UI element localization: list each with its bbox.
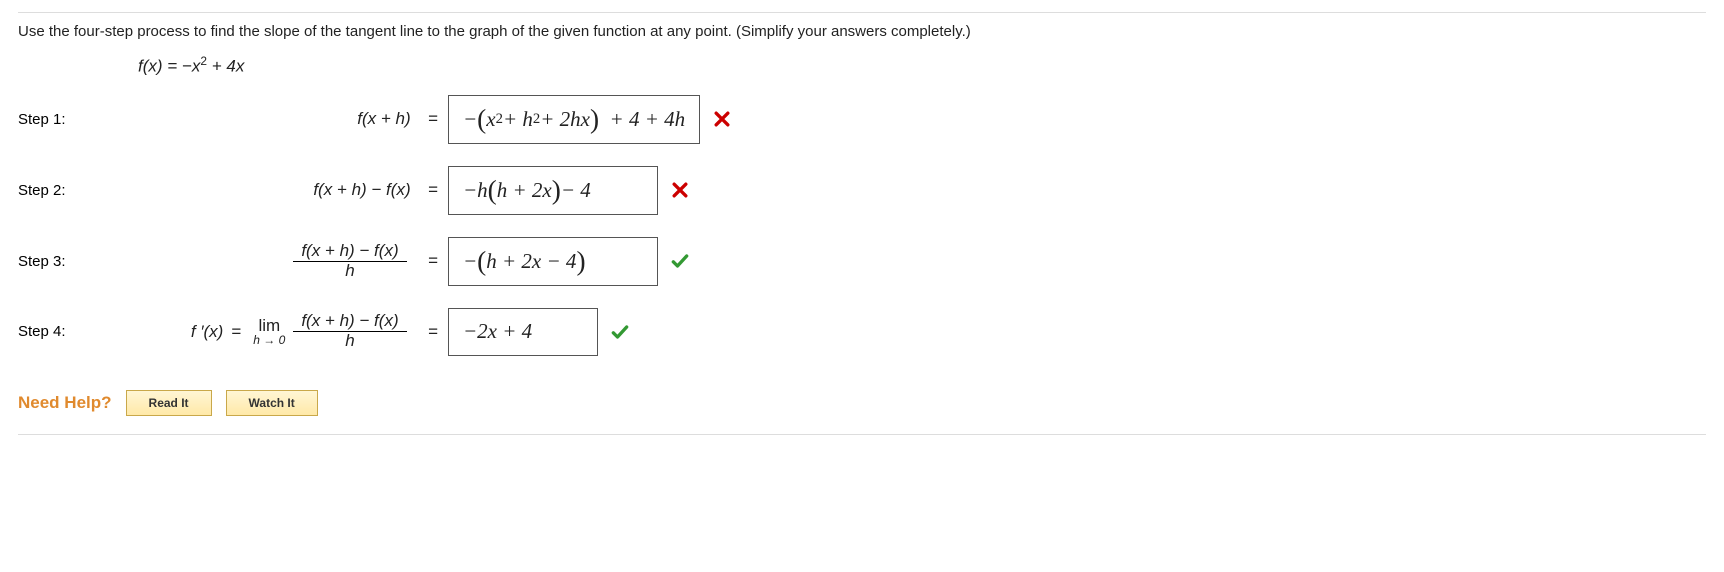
answer-input[interactable]: −2x + 4 bbox=[448, 308, 598, 356]
need-help-bar: Need Help? Read It Watch It bbox=[18, 390, 1706, 416]
step-rhs: −2x + 4 bbox=[448, 308, 1706, 356]
cross-icon bbox=[670, 180, 690, 200]
function-definition: f(x) = −x2 + 4x bbox=[138, 54, 1706, 77]
step-rhs: −h(h + 2x) − 4 bbox=[448, 166, 1706, 215]
check-icon bbox=[610, 322, 630, 342]
steps-grid: Step 1:f(x + h) =−(x2 + h2 + 2hx) + 4 + … bbox=[18, 95, 1706, 356]
read-it-button[interactable]: Read It bbox=[126, 390, 212, 416]
step-lhs: f(x + h) − f(x) = bbox=[128, 180, 448, 200]
question-container: Use the four-step process to find the sl… bbox=[18, 12, 1706, 435]
step-rhs: −(x2 + h2 + 2hx) + 4 + 4h bbox=[448, 95, 1706, 144]
answer-input[interactable]: −(h + 2x − 4) bbox=[448, 237, 658, 286]
answer-input[interactable]: −(x2 + h2 + 2hx) + 4 + 4h bbox=[448, 95, 700, 144]
cross-icon bbox=[712, 109, 732, 129]
step-lhs: f(x + h) = bbox=[128, 109, 448, 129]
answer-input[interactable]: −h(h + 2x) − 4 bbox=[448, 166, 658, 215]
step-label: Step 4: bbox=[18, 323, 128, 340]
step-label: Step 1: bbox=[18, 111, 128, 128]
step-label: Step 3: bbox=[18, 253, 128, 270]
step-lhs: f(x + h) − f(x)h = bbox=[128, 242, 448, 280]
watch-it-button[interactable]: Watch It bbox=[226, 390, 318, 416]
step-rhs: −(h + 2x − 4) bbox=[448, 237, 1706, 286]
step-lhs: f ′(x) = limh → 0 f(x + h) − f(x)h = bbox=[128, 312, 448, 350]
question-prompt: Use the four-step process to find the sl… bbox=[18, 23, 1706, 40]
step-label: Step 2: bbox=[18, 182, 128, 199]
check-icon bbox=[670, 251, 690, 271]
need-help-label: Need Help? bbox=[18, 393, 112, 413]
